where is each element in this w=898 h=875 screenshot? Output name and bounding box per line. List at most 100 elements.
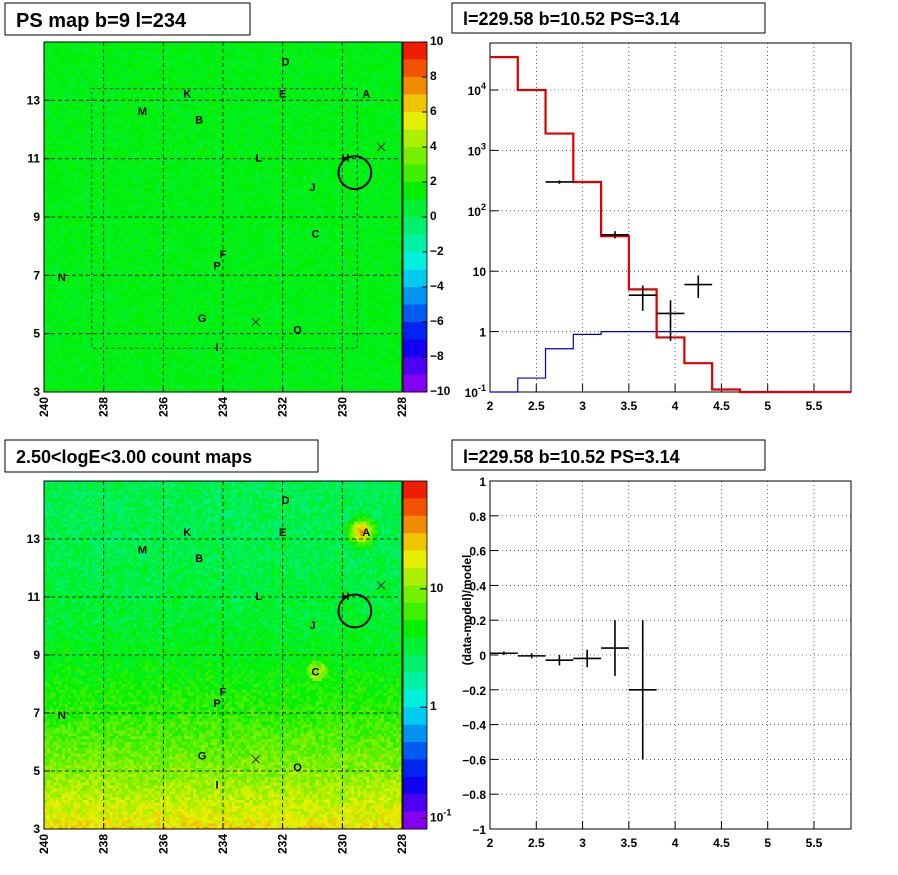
ps-heatmap-cells [44, 42, 403, 393]
x-tick-label: 228 [395, 834, 409, 854]
x-tick-label: 5 [764, 836, 771, 850]
source-label-G: G [198, 313, 207, 325]
x-tick-label: 3.5 [621, 399, 638, 413]
y-tick-label: 103 [468, 141, 486, 158]
colorbar-swatch [403, 94, 427, 113]
colorbar-swatch [403, 550, 427, 569]
colorbar-swatch [403, 339, 427, 358]
data-point-2 [628, 285, 657, 311]
y-tick-label: 10 [473, 265, 487, 279]
source-label-P: P [213, 698, 220, 710]
spectrum-title-box: l=229.58 b=10.52 PS=3.14 [451, 2, 766, 34]
source-label-E: E [279, 527, 286, 539]
colorbar-swatch [403, 147, 427, 165]
colorbar-swatch [403, 182, 427, 200]
colorbar-label: −2 [430, 244, 444, 258]
y-tick-label: 1 [479, 475, 486, 489]
colorbar-swatch [403, 742, 427, 760]
y-tick-label: 7 [33, 706, 40, 720]
source-label-G: G [198, 750, 207, 762]
y-tick-label: 9 [33, 648, 40, 662]
x-tick-label: 234 [216, 397, 230, 417]
y-tick-label: 102 [468, 202, 486, 219]
colorbar-label: 10 [430, 34, 444, 48]
x-tick-label: 3 [579, 399, 586, 413]
x-tick-label: 2.5 [528, 836, 545, 850]
y-tick-label: 0.4 [469, 579, 486, 593]
colorbar-swatch [403, 374, 427, 393]
y-tick-label: −0.2 [462, 684, 486, 698]
data-point-1 [601, 231, 629, 239]
colorbar-swatch [403, 252, 427, 270]
residual-panel: 2 2.5 3 3.5 4 4.5 5 5.5 1 0.8 0.6 0.4 0.2 0 −0.2 −0.4 −0… [460, 475, 852, 850]
colorbar-label: 6 [430, 104, 437, 118]
x-tick-label: 230 [335, 834, 349, 854]
colorbar-swatch [403, 585, 427, 604]
source-label-P: P [213, 261, 220, 273]
x-tick-label: 4.5 [713, 399, 730, 413]
source-label-D: D [282, 56, 290, 68]
colorbar-swatch [403, 304, 427, 323]
data-point-0 [545, 180, 574, 184]
colorbar-swatch [403, 637, 427, 656]
x-tick-label: 5 [764, 399, 771, 413]
source-label-A: A [362, 88, 370, 100]
y-tick-label: 10-1 [465, 383, 486, 400]
colorbar-label: −6 [430, 314, 444, 328]
source-label-N: N [58, 710, 66, 722]
source-label-A: A [362, 527, 370, 539]
y-tick-label: 11 [27, 590, 40, 604]
colorbar-swatch [403, 602, 427, 621]
x-tick-label: 228 [395, 397, 409, 417]
source-label-K: K [183, 88, 191, 100]
x-tick-label: 4 [672, 836, 679, 850]
y-tick-label: −0.6 [462, 753, 486, 767]
source-label-I: I [216, 342, 219, 354]
colorbar-label: 2 [430, 174, 437, 188]
colorbar-swatch [403, 533, 427, 552]
y-tick-label: 104 [468, 81, 486, 98]
source-label-M: M [138, 545, 147, 557]
colorbar-label: 10-1 [430, 808, 451, 825]
x-tick-label: 236 [156, 834, 170, 854]
y-tick-label: 0.8 [469, 510, 486, 524]
colorbar-swatch [403, 515, 427, 534]
y-tick-label: 11 [27, 152, 40, 166]
colorbar-label: 4 [430, 139, 437, 153]
colorbar-label: −4 [430, 279, 444, 293]
y-tick-label: −0.4 [462, 719, 486, 733]
source-label-J: J [309, 620, 315, 632]
residual-grid [489, 481, 851, 829]
colorbar-label: 0 [430, 209, 437, 223]
colorbar-swatch [403, 776, 427, 795]
x-tick-label: 2.5 [528, 399, 545, 413]
x-tick-label: 232 [276, 834, 290, 854]
colorbar-swatch [403, 655, 427, 673]
source-label-E: E [279, 88, 286, 100]
source-label-I: I [216, 779, 219, 791]
colorbar-swatch [403, 811, 427, 830]
x-tick-label: 4 [672, 399, 679, 413]
source-label-D: D [282, 495, 290, 507]
colorbar-label: −8 [430, 349, 444, 363]
residual-point-4 [601, 620, 629, 676]
y-tick-label: 3 [33, 822, 40, 836]
ps-map-title-box: PS map b=9 l=234 [4, 2, 251, 36]
spectrum-frame [489, 42, 852, 393]
cm-grid [44, 481, 402, 829]
x-tick-label: 3 [579, 836, 586, 850]
colorbar-swatch [403, 199, 427, 218]
residual-point-0 [490, 651, 518, 655]
cross-marker [376, 142, 386, 152]
colorbar-swatch [403, 357, 427, 375]
y-tick-label: 13 [27, 93, 41, 107]
y-tick-label: 0 [479, 649, 486, 663]
y-tick-label: 13 [27, 532, 41, 546]
colorbar-swatch [403, 164, 427, 183]
y-tick-label: 5 [33, 327, 40, 341]
source-label-O: O [293, 762, 302, 774]
x-tick-label: 238 [97, 397, 111, 417]
ps-grid [44, 42, 402, 392]
